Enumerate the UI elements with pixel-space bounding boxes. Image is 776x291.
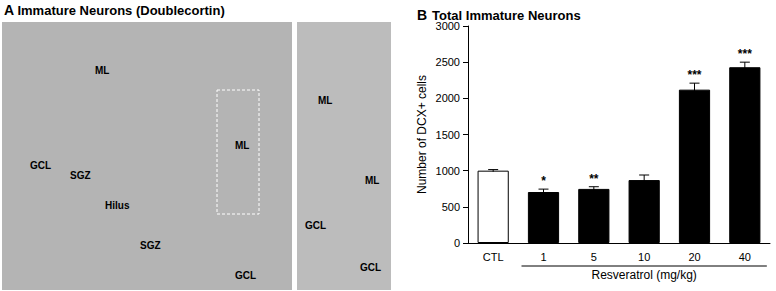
svg-text:GCL: GCL bbox=[360, 262, 381, 273]
svg-text:Resveratrol (mg/kg): Resveratrol (mg/kg) bbox=[591, 268, 696, 282]
svg-text:***: *** bbox=[738, 47, 752, 61]
svg-text:**: ** bbox=[589, 172, 599, 186]
svg-text:5: 5 bbox=[591, 251, 597, 263]
svg-text:***: *** bbox=[687, 68, 701, 82]
svg-text:SGZ: SGZ bbox=[140, 240, 161, 251]
svg-text:2500: 2500 bbox=[436, 56, 460, 68]
svg-text:GCL: GCL bbox=[235, 270, 256, 281]
svg-text:1500: 1500 bbox=[436, 129, 460, 141]
svg-text:B: B bbox=[417, 7, 427, 23]
svg-text:Total Immature Neurons: Total Immature Neurons bbox=[432, 8, 581, 23]
svg-text:500: 500 bbox=[442, 201, 460, 213]
svg-text:10: 10 bbox=[638, 251, 650, 263]
svg-text:3000: 3000 bbox=[435, 20, 460, 32]
svg-text:Immature Neurons (Doublecortin: Immature Neurons (Doublecortin) bbox=[17, 3, 224, 18]
svg-text:ML: ML bbox=[235, 140, 249, 151]
svg-text:0: 0 bbox=[454, 237, 460, 249]
svg-text:20: 20 bbox=[688, 251, 700, 263]
svg-text:ML: ML bbox=[95, 65, 109, 76]
svg-text:ML: ML bbox=[365, 175, 379, 186]
svg-text:Number of DCX+ cells: Number of DCX+ cells bbox=[415, 75, 429, 194]
svg-text:*: * bbox=[541, 174, 546, 188]
svg-text:GCL: GCL bbox=[305, 220, 326, 231]
svg-text:1: 1 bbox=[540, 251, 546, 263]
svg-text:CTL: CTL bbox=[483, 251, 504, 263]
svg-text:1000: 1000 bbox=[436, 165, 460, 177]
svg-text:ML: ML bbox=[318, 95, 332, 106]
svg-text:GCL: GCL bbox=[30, 160, 51, 171]
svg-text:A: A bbox=[4, 2, 14, 18]
svg-text:SGZ: SGZ bbox=[70, 170, 91, 181]
svg-text:Hilus: Hilus bbox=[105, 200, 130, 211]
svg-text:2000: 2000 bbox=[436, 92, 460, 104]
svg-text:40: 40 bbox=[739, 251, 751, 263]
